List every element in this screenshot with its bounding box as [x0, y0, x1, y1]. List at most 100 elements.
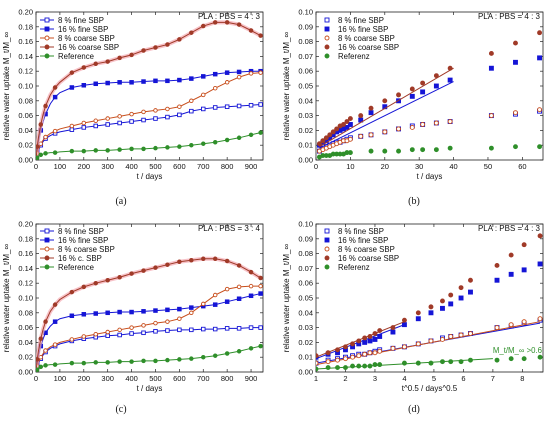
data-point — [433, 120, 439, 126]
x-tick-label: 400 — [125, 374, 138, 383]
data-point — [43, 134, 48, 140]
data-point — [521, 267, 527, 273]
data-point — [43, 363, 48, 368]
data-point — [153, 358, 158, 364]
data-point — [44, 35, 50, 41]
data-point — [367, 338, 373, 344]
data-point — [141, 268, 146, 273]
x-tick-label: 40 — [449, 162, 457, 171]
legend-label: 16 % coarse SBP — [338, 254, 399, 263]
data-point — [324, 228, 330, 234]
data-point — [117, 80, 122, 85]
data-point — [258, 283, 263, 289]
panel-label: (a) — [115, 196, 126, 207]
data-point — [324, 53, 330, 59]
data-point — [81, 360, 87, 366]
data-point — [537, 316, 543, 322]
series-8-coarse-sbp — [36, 70, 263, 160]
legend-label: 8 % fine SBP — [58, 227, 104, 236]
data-point — [324, 17, 330, 23]
data-point — [105, 122, 110, 127]
panel-label: (d) — [408, 404, 420, 415]
fit-line — [319, 81, 454, 149]
legend-label: 8 % fine SBP — [58, 16, 104, 25]
data-point — [43, 151, 48, 156]
data-point — [508, 271, 514, 277]
data-point — [420, 147, 426, 153]
legend-label: 8 % coarse SBP — [58, 245, 115, 254]
y-tick-label: 0.04 — [298, 308, 313, 317]
data-point — [81, 312, 87, 317]
data-point — [236, 284, 242, 290]
data-point — [201, 106, 206, 112]
data-point — [433, 73, 439, 79]
data-point — [236, 22, 242, 27]
data-point — [224, 326, 230, 331]
x-tick-label: 100 — [54, 374, 67, 383]
data-point — [43, 319, 48, 324]
data-point — [81, 284, 87, 290]
data-point — [129, 146, 134, 152]
data-point — [105, 310, 110, 316]
x-axis-label: t^0.5 / days^0.5 — [402, 384, 458, 393]
data-point — [448, 334, 454, 339]
series-line — [36, 293, 261, 372]
series-line — [36, 345, 261, 372]
data-point — [81, 83, 87, 88]
x-tick-label: 600 — [173, 374, 186, 383]
data-point — [521, 319, 527, 325]
data-point — [52, 85, 58, 90]
data-point — [409, 124, 415, 130]
data-point — [117, 147, 122, 152]
x-tick-label: 0 — [34, 374, 38, 383]
data-point — [105, 148, 110, 153]
data-point — [350, 341, 356, 347]
x-axis-label: t / days — [417, 172, 443, 181]
data-point — [129, 52, 134, 58]
data-point — [165, 307, 170, 313]
x-axis-label: t / days — [137, 172, 163, 181]
data-point — [347, 122, 353, 127]
panel-label: (c) — [115, 404, 126, 415]
y-tick-label: 0.14 — [18, 52, 33, 61]
data-point — [401, 360, 407, 366]
data-point — [316, 353, 319, 359]
data-point — [440, 305, 445, 311]
data-point — [428, 310, 434, 316]
x-tick-label: 10 — [346, 162, 354, 171]
series-16-fine-sbp — [316, 55, 543, 149]
data-point — [537, 261, 543, 267]
data-point — [368, 148, 374, 154]
data-point — [52, 319, 58, 324]
data-layer — [316, 233, 543, 372]
y-tick-label: 0.09 — [298, 22, 313, 31]
data-point — [327, 132, 333, 138]
data-point — [358, 113, 364, 119]
data-point — [153, 45, 158, 50]
data-point — [377, 328, 383, 334]
data-point — [420, 89, 426, 95]
y-tick-label: 0.14 — [18, 264, 33, 273]
data-point — [468, 289, 473, 295]
y-tick-label: 0.05 — [298, 294, 313, 303]
data-point — [224, 286, 230, 292]
y-tick-label: 0.12 — [18, 279, 33, 288]
chart-panel-1: 0.00 0.01 0.02 0.03 0.04 0.05 0.06 0.07 0.08 0.09… — [282, 8, 544, 207]
data-point — [177, 259, 182, 264]
data-point — [236, 74, 242, 80]
data-point — [258, 33, 263, 38]
data-point — [409, 147, 415, 153]
data-point — [165, 319, 170, 324]
data-point — [224, 299, 230, 304]
x-tick-label: 6 — [461, 374, 465, 383]
y-tick-label: 0.18 — [18, 234, 33, 243]
data-point — [117, 309, 122, 315]
x-tick-label: 800 — [221, 162, 234, 171]
data-point — [189, 327, 194, 333]
data-point — [177, 144, 182, 149]
data-point — [165, 262, 170, 267]
data-point — [248, 28, 254, 33]
data-point — [335, 357, 340, 363]
data-point — [141, 48, 146, 53]
